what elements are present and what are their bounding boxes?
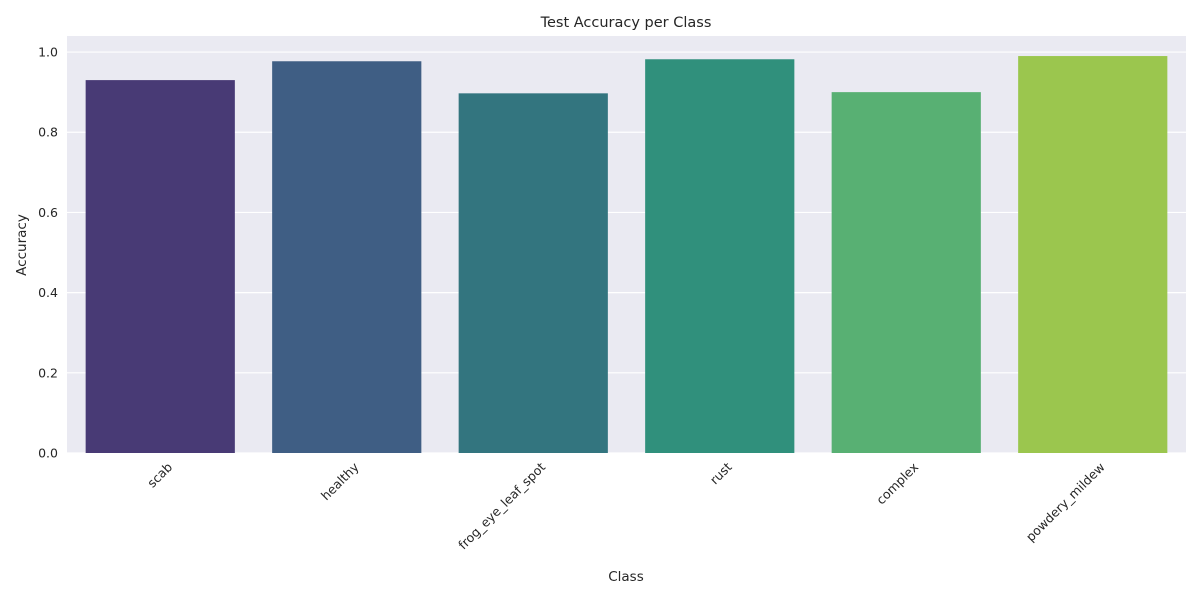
bar-healthy xyxy=(272,61,422,453)
x-axis-label: Class xyxy=(608,569,644,585)
x-tick-label: healthy xyxy=(318,459,362,503)
x-tick-label: frog_eye_leaf_spot xyxy=(455,459,548,552)
bar-frog_eye_leaf_spot xyxy=(458,93,608,454)
bar-scab xyxy=(85,80,235,453)
plot-area xyxy=(67,36,1186,453)
y-axis-ticks: 0.0 0.2 0.4 0.6 0.8 1.0 xyxy=(38,45,58,461)
x-tick-label: powdery_mildew xyxy=(1023,459,1108,544)
y-tick-label: 0.2 xyxy=(38,365,58,380)
x-tick-label: rust xyxy=(707,459,735,487)
y-axis-label: Accuracy xyxy=(14,214,30,276)
x-tick-label: scab xyxy=(144,459,175,490)
x-axis-ticks: scab healthy frog_eye_leaf_spot rust complex… xyxy=(144,459,1108,552)
bars xyxy=(85,56,1168,454)
y-tick-label: 1.0 xyxy=(38,45,58,60)
y-tick-label: 0.8 xyxy=(38,125,58,140)
x-tick-label: complex xyxy=(873,459,921,507)
y-tick-label: 0.0 xyxy=(38,446,58,461)
y-tick-label: 0.4 xyxy=(38,285,58,300)
y-tick-label: 0.6 xyxy=(38,205,58,220)
bar-powdery_mildew xyxy=(1018,56,1168,454)
chart-title: Test Accuracy per Class xyxy=(540,15,712,31)
bar-rust xyxy=(645,59,795,453)
bar-complex xyxy=(831,92,981,453)
grid-lines xyxy=(67,51,1186,454)
